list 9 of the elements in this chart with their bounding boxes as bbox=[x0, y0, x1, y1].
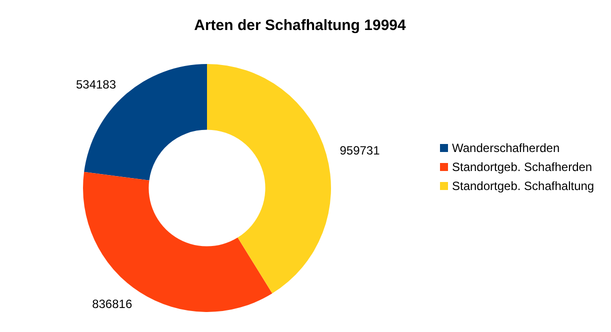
data-label: 534183 bbox=[76, 77, 116, 92]
chart-title: Arten der Schafhaltung 19994 bbox=[194, 17, 407, 34]
legend-label: Standortgeb. Schafherden bbox=[452, 160, 592, 174]
legend-label: Standortgeb. Schafhaltung bbox=[452, 179, 594, 193]
donut-slice bbox=[83, 172, 272, 312]
donut-slice bbox=[207, 64, 331, 294]
legend-label: Wanderschafherden bbox=[452, 141, 560, 155]
data-label: 959731 bbox=[340, 143, 380, 158]
data-label: 836816 bbox=[92, 296, 132, 311]
